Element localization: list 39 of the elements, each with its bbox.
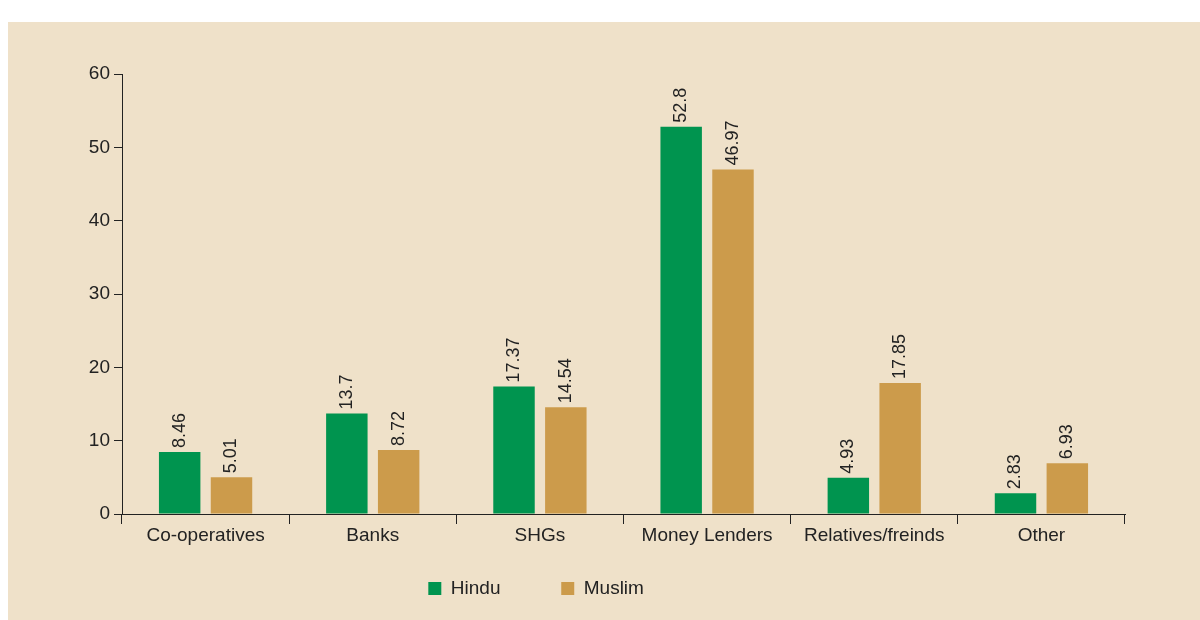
x-tick-label: Banks [346, 523, 400, 545]
y-tick-label: 0 [99, 502, 110, 524]
bar [712, 169, 754, 514]
data-label: 17.37 [502, 337, 523, 383]
x-tick-label: Relatives/freinds [804, 523, 945, 545]
data-label: 4.93 [837, 438, 858, 474]
y-tick-label: 40 [88, 208, 110, 230]
bar [326, 413, 368, 514]
y-tick-label: 10 [88, 428, 110, 450]
data-label: 8.46 [168, 412, 189, 448]
x-tick-label: Money Lenders [641, 523, 773, 545]
bar [1046, 463, 1089, 514]
x-tick-label: Other [1017, 523, 1066, 545]
x-tick-label: SHGs [514, 523, 566, 545]
x-tick-label: Co-operatives [146, 523, 265, 545]
data-label: 46.97 [721, 120, 742, 166]
data-label: 8.72 [387, 411, 408, 447]
data-label: 52.8 [670, 87, 691, 123]
legend-label: Muslim [583, 576, 697, 598]
y-tick-label: 20 [88, 355, 110, 377]
bar [545, 407, 587, 514]
y-tick-label: 60 [88, 62, 110, 84]
bar [879, 383, 921, 514]
bar [377, 450, 420, 514]
y-tick-label: 30 [88, 282, 110, 304]
bar [660, 126, 702, 514]
bar [210, 477, 253, 514]
bar [493, 386, 535, 514]
y-tick-label: 50 [88, 135, 110, 157]
legend-label: Hindu [450, 576, 554, 598]
data-label: 6.93 [1056, 424, 1077, 460]
bar [994, 493, 1037, 514]
data-label: 14.54 [554, 358, 575, 404]
data-label: 5.01 [220, 438, 241, 474]
bar [827, 477, 870, 514]
data-label: 17.85 [889, 334, 910, 380]
data-label: 2.83 [1004, 454, 1025, 490]
bar [158, 451, 201, 514]
data-label: 13.7 [335, 374, 356, 410]
